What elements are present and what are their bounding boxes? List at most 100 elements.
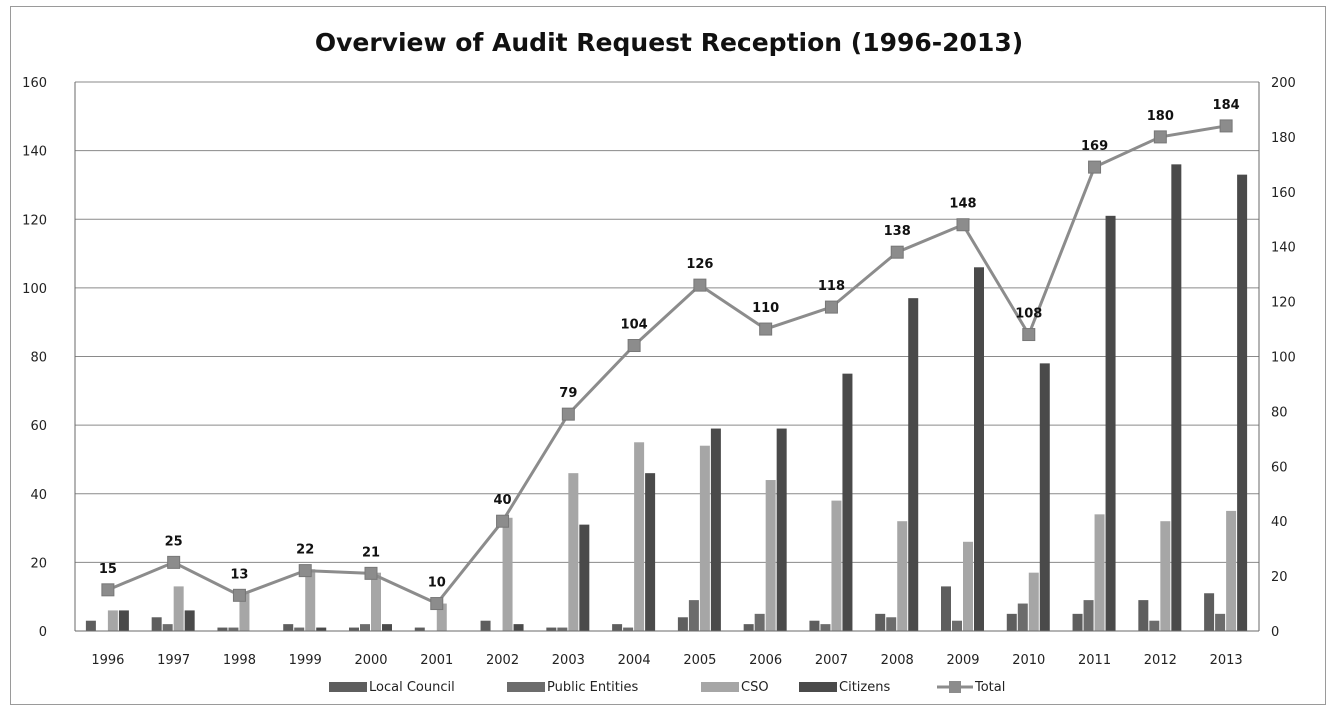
x-tick-label: 2005 (683, 653, 716, 668)
bar-public-entities (228, 627, 239, 631)
bar-cso (1160, 521, 1171, 631)
total-point (890, 245, 904, 259)
bar-citizens (513, 624, 524, 631)
total-point (693, 278, 707, 292)
bar-local-council (1072, 613, 1083, 631)
y2-tick-label: 160 (1271, 186, 1296, 201)
bar-cso (173, 586, 184, 631)
bar-public-entities (952, 620, 962, 631)
bar-local-council (1204, 593, 1215, 631)
bar-local-council (1006, 613, 1017, 631)
bar-cso (963, 541, 973, 631)
y-tick-label: 140 (22, 145, 47, 160)
bar-citizens (974, 267, 984, 631)
bar-local-council (612, 624, 623, 631)
bar-public-entities (360, 624, 370, 631)
bar-cso (765, 480, 776, 631)
y-tick-label: 80 (30, 351, 47, 366)
axes: 0 20 40 60 80 100 120 140 160 0 20 40 60 80 100 120 140 1… (22, 76, 1296, 668)
bar-local-council (809, 620, 820, 631)
total-point (759, 322, 773, 336)
total-data-label: 110 (752, 301, 779, 316)
chart-frame: Overview of Audit Request Reception (199… (10, 6, 1326, 705)
bar-citizens (776, 428, 787, 631)
y2-tick-label: 40 (1271, 515, 1288, 530)
total-data-label: 180 (1147, 109, 1174, 124)
total-point (561, 407, 575, 421)
total-point (364, 566, 378, 580)
x-tick-label: 1998 (223, 653, 256, 668)
y2-tick-label: 200 (1271, 76, 1296, 91)
x-tick-label: 1997 (157, 653, 190, 668)
bar-local-council (151, 617, 162, 631)
bar-public-entities (162, 624, 173, 631)
bar-local-council (349, 627, 359, 631)
bar-public-entities (820, 624, 831, 631)
x-tick-label: 2003 (552, 653, 585, 668)
bar-local-council (875, 613, 886, 631)
total-data-label: 25 (165, 534, 183, 549)
bar-local-council (414, 627, 425, 631)
bar-local-council (546, 627, 557, 631)
bar-local-council (85, 620, 96, 631)
bar-citizens (579, 524, 590, 631)
total-point (232, 588, 246, 602)
bar-citizens (118, 610, 129, 631)
total-data-label: 22 (296, 543, 314, 558)
total-point (430, 597, 444, 611)
audit-request-chart: Overview of Audit Request Reception (199… (22, 28, 1296, 695)
total-data-label: 138 (884, 224, 911, 239)
total-point (1022, 328, 1036, 342)
x-tick-label: 2012 (1144, 653, 1177, 668)
x-tick-label: 2002 (486, 653, 519, 668)
total-data-label: 126 (686, 257, 713, 272)
y2-tick-label: 0 (1271, 625, 1279, 640)
bar-local-council (217, 627, 228, 631)
y-tick-label: 20 (30, 556, 47, 571)
bar-citizens (1039, 363, 1050, 631)
total-data-label: 118 (818, 279, 845, 294)
bar-public-entities (688, 600, 699, 631)
total-data-label: 104 (621, 318, 648, 333)
total-point (298, 564, 312, 578)
total-data-label: 15 (99, 562, 117, 577)
x-tick-label: 1996 (91, 653, 124, 668)
bar-cso (436, 603, 447, 631)
bar-cso (239, 593, 250, 631)
legend-swatch (507, 682, 545, 692)
gridlines (75, 81, 1259, 563)
bar-citizens (710, 428, 721, 631)
legend-label: Local Council (369, 680, 455, 695)
bar-public-entities (294, 627, 305, 631)
y2-tick-label: 180 (1271, 131, 1296, 146)
bar-citizens (1105, 215, 1116, 631)
bar-public-entities (1149, 620, 1160, 631)
bar-citizens (842, 373, 853, 631)
total-point (627, 339, 641, 353)
bar-public-entities (1083, 600, 1094, 631)
bar-public-entities (1017, 603, 1028, 631)
bar-citizens (645, 473, 656, 631)
bar-citizens (184, 610, 195, 631)
bar-cso (1028, 572, 1039, 631)
legend-swatch (329, 682, 367, 692)
bar-citizens (1237, 174, 1248, 632)
bar-local-council (743, 624, 754, 631)
total-point (1219, 119, 1233, 133)
y2-tick-label: 120 (1271, 296, 1296, 311)
bar-local-council (480, 620, 491, 631)
bar-public-entities (1215, 613, 1226, 631)
total-point (101, 583, 115, 597)
total-point (167, 555, 181, 569)
total-point (956, 218, 970, 232)
bar-citizens (908, 298, 919, 631)
y-tick-label: 0 (39, 625, 47, 640)
x-tick-label: 2010 (1012, 653, 1045, 668)
total-data-label: 184 (1213, 98, 1240, 113)
legend-swatch (701, 682, 739, 692)
legend-label: Public Entities (547, 680, 638, 695)
total-data-label: 148 (949, 197, 976, 212)
total-point (824, 300, 838, 314)
bar-local-council (283, 624, 294, 631)
legend-swatch-marker (949, 681, 961, 693)
